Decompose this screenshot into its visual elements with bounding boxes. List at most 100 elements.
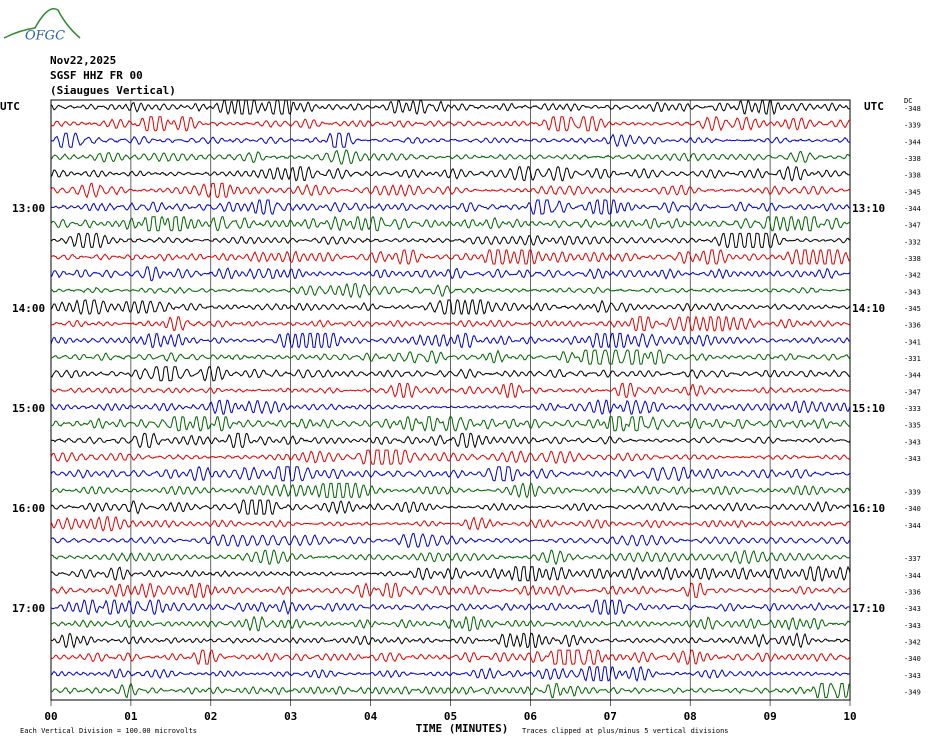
trace bbox=[50, 232, 851, 248]
trace bbox=[50, 299, 851, 315]
trace bbox=[50, 432, 851, 449]
trace bbox=[50, 182, 851, 199]
trace bbox=[50, 632, 851, 649]
dc-value: -338 bbox=[904, 172, 921, 180]
dc-value: -336 bbox=[904, 322, 921, 330]
trace bbox=[51, 682, 851, 699]
x-axis-label: TIME (MINUTES) bbox=[416, 722, 509, 735]
logo-mark bbox=[3, 8, 81, 39]
dc-value: -338 bbox=[904, 255, 921, 263]
dc-value: -344 bbox=[904, 522, 921, 530]
hour-label-left: 16:00 bbox=[12, 502, 45, 515]
scale-note: Each Vertical Division = 100.00 microvol… bbox=[20, 727, 197, 735]
dc-value: -338 bbox=[904, 155, 921, 163]
trace bbox=[50, 199, 851, 215]
hour-label-left: 17:00 bbox=[12, 602, 45, 615]
trace bbox=[50, 565, 851, 582]
dc-value: -336 bbox=[904, 588, 921, 596]
dc-value: -342 bbox=[904, 272, 921, 280]
dc-value: -343 bbox=[904, 438, 921, 446]
trace bbox=[50, 266, 851, 282]
trace bbox=[50, 532, 851, 548]
dc-value: -342 bbox=[904, 638, 921, 646]
dc-value: -344 bbox=[904, 372, 921, 380]
dc-value: -343 bbox=[904, 455, 921, 463]
dc-value: -345 bbox=[904, 188, 921, 196]
trace bbox=[50, 315, 851, 332]
station: SGSF HHZ FR 00 bbox=[50, 69, 143, 82]
trace bbox=[50, 465, 851, 482]
x-tick-label: 02 bbox=[204, 710, 217, 723]
x-tick-label: 05 bbox=[444, 710, 457, 723]
trace bbox=[50, 349, 851, 365]
dc-value: -333 bbox=[904, 405, 921, 413]
trace bbox=[50, 399, 851, 415]
logo: OFGC bbox=[25, 29, 65, 44]
dc-value: -337 bbox=[904, 555, 921, 563]
trace bbox=[50, 549, 851, 566]
trace bbox=[50, 165, 851, 182]
clip-note: Traces clipped at plus/minus 5 vertical … bbox=[522, 727, 729, 735]
trace bbox=[50, 615, 851, 632]
dc-value: -347 bbox=[904, 222, 921, 230]
dc-value: -345 bbox=[904, 305, 921, 313]
dc-value: -340 bbox=[904, 505, 921, 513]
dc-value: -339 bbox=[904, 488, 921, 496]
trace bbox=[50, 382, 851, 399]
x-tick-label: 09 bbox=[763, 710, 776, 723]
location: (Siaugues Vertical) bbox=[50, 84, 176, 97]
x-tick-label: 10 bbox=[843, 710, 856, 723]
dc-value: -343 bbox=[904, 605, 921, 613]
hour-label-left: 13:00 bbox=[12, 202, 45, 215]
trace bbox=[50, 665, 851, 682]
dc-value: -344 bbox=[904, 205, 921, 213]
hour-label-left: 15:00 bbox=[12, 402, 45, 415]
x-tick-label: 04 bbox=[364, 710, 378, 723]
hour-label-right: 16:10 bbox=[852, 502, 885, 515]
dc-label: DC bbox=[904, 97, 912, 105]
trace bbox=[50, 482, 851, 499]
hour-label-right: 15:10 bbox=[852, 402, 885, 415]
trace bbox=[50, 99, 850, 116]
x-tick-label: 07 bbox=[604, 710, 617, 723]
trace bbox=[50, 115, 851, 132]
trace bbox=[50, 332, 851, 349]
trace bbox=[50, 365, 851, 382]
trace bbox=[50, 132, 851, 148]
dc-value: -349 bbox=[904, 688, 921, 696]
trace bbox=[50, 415, 851, 432]
trace bbox=[50, 249, 851, 265]
hour-label-right: 14:10 bbox=[852, 302, 885, 315]
hour-label-right: 13:10 bbox=[852, 202, 885, 215]
x-tick-label: 06 bbox=[524, 710, 538, 723]
x-tick-label: 00 bbox=[44, 710, 57, 723]
hour-label-left: 14:00 bbox=[12, 302, 45, 315]
date: Nov22,2025 bbox=[50, 54, 116, 67]
trace bbox=[50, 499, 851, 515]
dc-value: -347 bbox=[904, 388, 921, 396]
trace bbox=[50, 582, 851, 599]
right-label: UTC bbox=[864, 100, 884, 113]
trace bbox=[50, 282, 851, 299]
dc-value: -344 bbox=[904, 138, 921, 146]
dc-value: -343 bbox=[904, 622, 921, 630]
hour-label-right: 17:10 bbox=[852, 602, 885, 615]
trace bbox=[50, 516, 851, 532]
trace bbox=[50, 649, 851, 665]
dc-value: -341 bbox=[904, 338, 921, 346]
dc-value: -340 bbox=[904, 655, 921, 663]
trace bbox=[50, 149, 851, 165]
x-tick-label: 03 bbox=[284, 710, 297, 723]
dc-value: -335 bbox=[904, 422, 921, 430]
dc-value: -343 bbox=[904, 288, 921, 296]
dc-value: -348 bbox=[904, 105, 921, 113]
trace bbox=[50, 599, 850, 616]
left-label: UTC bbox=[0, 100, 20, 113]
x-tick-label: 08 bbox=[684, 710, 697, 723]
dc-value: -331 bbox=[904, 355, 921, 363]
dc-value: -343 bbox=[904, 672, 921, 680]
dc-value: -344 bbox=[904, 572, 921, 580]
trace bbox=[50, 449, 851, 465]
dc-value: -332 bbox=[904, 238, 921, 246]
